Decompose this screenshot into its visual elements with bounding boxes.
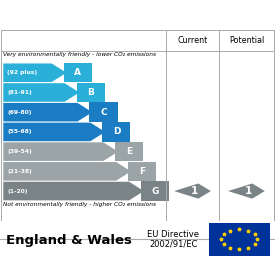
Text: EU Directive
2002/91/EC: EU Directive 2002/91/EC [147,230,199,249]
Text: F: F [139,167,145,176]
Text: C: C [100,108,107,117]
Polygon shape [174,183,211,199]
Text: (39-54): (39-54) [7,149,32,154]
Polygon shape [3,182,144,200]
Text: B: B [87,88,94,97]
Polygon shape [3,63,67,82]
Text: 1: 1 [191,186,198,196]
Text: D: D [113,127,120,136]
Text: (92 plus): (92 plus) [7,70,38,75]
Bar [128,162,156,181]
Text: 1: 1 [245,186,252,196]
Text: England & Wales: England & Wales [6,233,131,247]
Text: Not environmentally friendly - higher CO₂ emissions: Not environmentally friendly - higher CO… [3,203,156,207]
Text: (69-80): (69-80) [7,110,32,115]
Bar [89,102,117,122]
Text: Potential: Potential [229,36,264,45]
Text: G: G [152,187,159,196]
Polygon shape [3,123,105,141]
Polygon shape [3,103,92,122]
Bar [102,122,130,142]
Text: Current: Current [177,36,208,45]
Text: (55-68): (55-68) [7,130,32,134]
Text: E: E [126,147,132,156]
Polygon shape [3,162,131,181]
Polygon shape [3,142,118,161]
Bar [76,83,104,102]
Bar [64,63,92,83]
Bar [115,142,143,161]
Text: (21-38): (21-38) [7,169,32,174]
Text: Environmental Impact (CO₂) Rating: Environmental Impact (CO₂) Rating [21,8,254,21]
Text: (81-91): (81-91) [7,90,32,95]
Text: Very environmentally friendly - lower CO₂ emissions: Very environmentally friendly - lower CO… [3,52,156,57]
Bar [141,181,169,201]
Text: A: A [74,68,81,77]
Polygon shape [3,83,79,102]
Polygon shape [228,183,265,199]
Text: (1-20): (1-20) [7,189,28,194]
